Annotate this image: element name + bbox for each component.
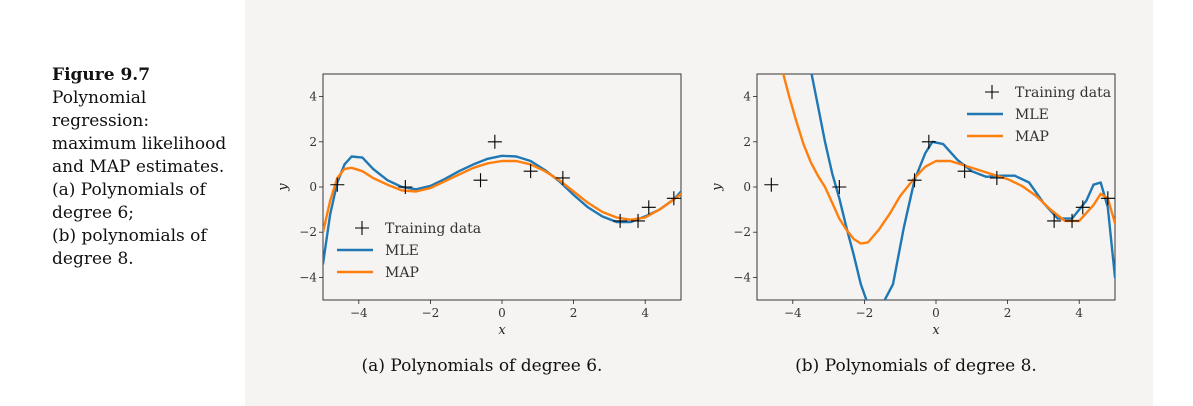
figure-title: Figure 9.7	[52, 65, 151, 85]
legend-label: Training data	[1015, 85, 1111, 101]
legend: Training data MLE MAP	[967, 85, 1111, 145]
caption-line-2: regression:	[52, 111, 150, 131]
legend-marker-training	[355, 221, 369, 235]
legend-label: MLE	[1015, 107, 1049, 123]
chart-b: −4 −2 0 2 4 −4 −2 0 2 4 x y Training data MLE MAP	[710, 73, 1116, 338]
mle-line	[323, 154, 681, 265]
training-data-point	[957, 164, 972, 179]
y-tick-label: 2	[309, 135, 317, 149]
y-tick-label: 0	[309, 180, 317, 194]
x-tick-label: −2	[422, 306, 440, 320]
training-data-point	[666, 191, 681, 206]
training-data-point	[1065, 213, 1080, 228]
caption-line-7: (b) polynomials of	[52, 226, 207, 246]
training-data-point	[989, 170, 1004, 185]
x-tick-label: 2	[570, 306, 578, 320]
caption-line-6: degree 6;	[52, 203, 135, 223]
training-data-point	[832, 180, 847, 194]
figure-caption: Figure 9.7 Polynomial regression: maximu…	[52, 64, 247, 271]
y-axis-label: y	[276, 183, 291, 192]
y-tick-label: −4	[733, 270, 751, 284]
figure-charts: −4 −2 0 2 4 −4 −2 0 2 4 x y Training data MLE MAP −4 −2 0…	[276, 73, 1116, 338]
training-data-point	[398, 180, 413, 194]
x-tick-label: 2	[1004, 306, 1012, 320]
x-tick-label: −4	[350, 306, 368, 320]
legend-marker-training	[985, 85, 999, 99]
y-tick-label: −4	[299, 270, 317, 284]
training-data-point	[764, 177, 779, 192]
training-data-point	[1075, 200, 1090, 215]
x-axis-label: x	[498, 323, 506, 338]
caption-line-4: and MAP estimates.	[52, 157, 225, 177]
training-data-point	[473, 173, 488, 188]
training-data-point	[555, 170, 570, 185]
x-tick-label: −4	[784, 306, 802, 320]
y-tick-label: 2	[743, 135, 751, 149]
x-tick-label: −2	[856, 306, 874, 320]
chart-a: −4 −2 0 2 4 −4 −2 0 2 4 x y Training data MLE MAP	[276, 73, 682, 338]
legend-label: MAP	[385, 265, 419, 281]
legend-label: MAP	[1015, 129, 1049, 145]
y-axis-label: y	[710, 183, 725, 192]
x-axis-label: x	[932, 323, 940, 338]
training-data-point	[1100, 191, 1115, 206]
map-line	[323, 159, 681, 234]
caption-line-1: Polynomial	[52, 88, 147, 108]
y-tick-label: 4	[743, 90, 751, 104]
x-tick-label: 4	[1075, 306, 1083, 320]
caption-line-3: maximum likelihood	[52, 134, 227, 154]
legend-label: MLE	[385, 243, 419, 259]
y-tick-label: −2	[733, 225, 751, 239]
caption-line-8: degree 8.	[52, 249, 134, 269]
y-tick-label: 0	[743, 180, 751, 194]
training-data-point	[631, 213, 646, 228]
training-data-point	[907, 173, 922, 188]
training-data-point	[330, 177, 345, 192]
y-tick-label: 4	[309, 90, 317, 104]
training-data-point	[641, 200, 656, 215]
legend: Training data MLE MAP	[337, 221, 481, 281]
x-tick-label: 0	[932, 306, 940, 320]
plot-area	[756, 73, 1116, 301]
training-data-point	[523, 164, 538, 179]
training-data-point	[487, 134, 502, 149]
plot-area	[322, 73, 682, 301]
training-data-point	[1047, 213, 1062, 228]
training-data-point	[613, 213, 628, 228]
legend-label: Training data	[385, 221, 481, 237]
y-tick-label: −2	[299, 225, 317, 239]
subcaption-b: (b) Polynomials of degree 8.	[795, 356, 1037, 376]
x-tick-label: 0	[498, 306, 506, 320]
training-data-point	[921, 134, 936, 149]
x-tick-label: 4	[641, 306, 649, 320]
caption-line-5: (a) Polynomials of	[52, 180, 206, 200]
subcaption-a: (a) Polynomials of degree 6.	[361, 356, 603, 376]
